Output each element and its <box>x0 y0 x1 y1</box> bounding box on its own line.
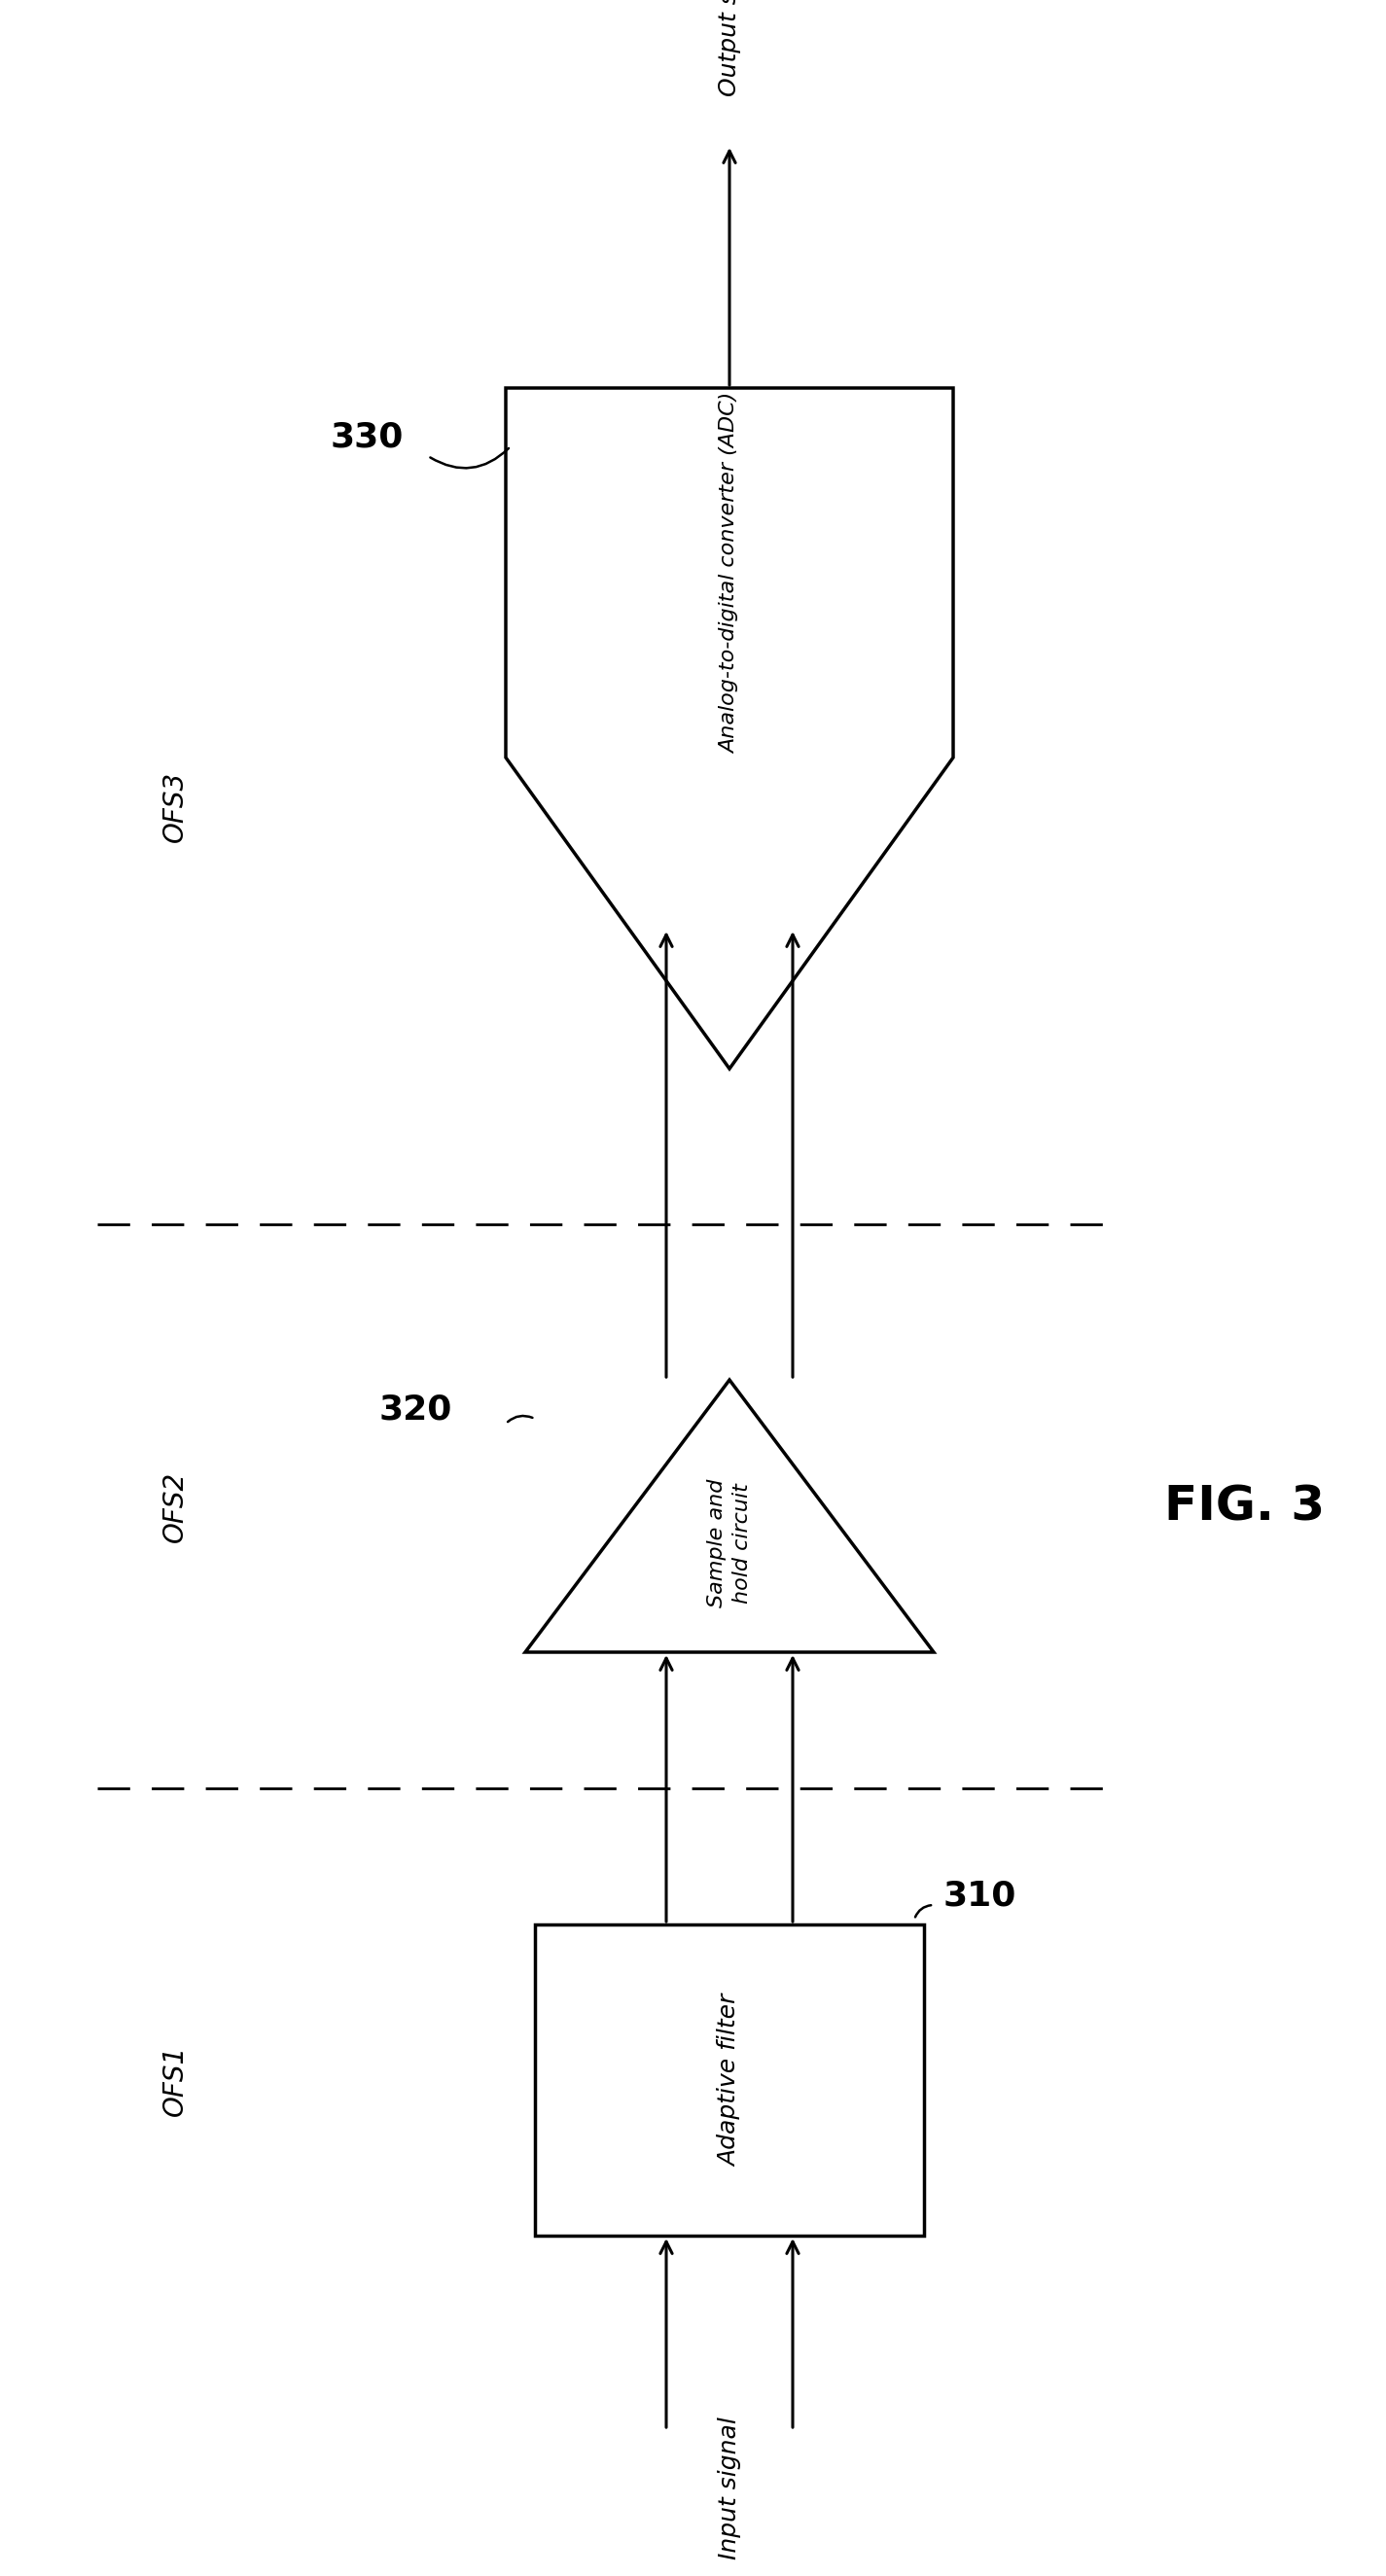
Polygon shape <box>506 389 954 1069</box>
Text: OFS1: OFS1 <box>161 2045 188 2115</box>
Text: Adaptive filter: Adaptive filter <box>718 1994 742 2166</box>
Text: 320: 320 <box>380 1394 453 1425</box>
Text: 310: 310 <box>944 1878 1017 1911</box>
Text: OFS2: OFS2 <box>161 1471 188 1543</box>
Text: OFS3: OFS3 <box>161 770 188 842</box>
Text: 330: 330 <box>331 420 403 453</box>
Text: Sample and
hold circuit: Sample and hold circuit <box>707 1479 753 1607</box>
Bar <box>535 1924 924 2236</box>
Text: Input signal: Input signal <box>718 2416 742 2561</box>
Polygon shape <box>525 1381 934 1651</box>
Text: Output signal: Output signal <box>718 0 742 95</box>
Text: Analog-to-digital converter (ADC): Analog-to-digital converter (ADC) <box>719 392 739 752</box>
Text: FIG. 3: FIG. 3 <box>1164 1484 1325 1530</box>
